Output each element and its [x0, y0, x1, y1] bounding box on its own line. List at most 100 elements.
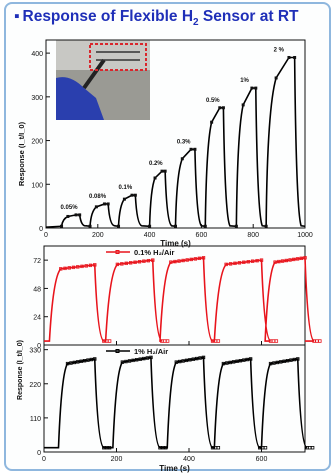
y-tick-label-panel-mid: 0 — [37, 343, 41, 350]
data-point-top — [60, 224, 64, 228]
data-point-panel-bot — [191, 357, 196, 361]
x-tick-label-top: 800 — [247, 232, 259, 239]
data-point-top — [254, 86, 258, 90]
pulse-label: 0.05% — [61, 205, 79, 211]
data-point-top — [174, 224, 177, 228]
data-point-panel-mid — [173, 259, 177, 264]
data-point-panel-bot — [248, 357, 253, 361]
data-point-panel-mid — [213, 339, 218, 343]
x-tick-label-panel-bot: 400 — [183, 456, 195, 463]
data-point-panel-bot — [138, 357, 142, 361]
data-point-top — [274, 76, 278, 80]
data-point-panel-bot — [238, 359, 243, 363]
data-point-panel-bot — [221, 361, 226, 366]
data-point-panel-mid — [284, 258, 289, 263]
x-tick-label-top: 600 — [196, 232, 208, 239]
data-point-panel-bot — [308, 446, 312, 450]
data-point-panel-bot — [245, 357, 249, 362]
data-point-top — [133, 193, 137, 197]
data-point-top — [117, 224, 121, 228]
pulse-label: 0.2% — [149, 161, 163, 167]
data-point-panel-mid — [189, 257, 193, 262]
data-point-panel-bot — [228, 360, 232, 365]
y-tick-label-top: 0 — [39, 226, 43, 233]
data-point-panel-mid — [280, 259, 285, 263]
data-point-panel-bot — [93, 357, 97, 361]
data-point-panel-mid — [124, 261, 128, 266]
y-axis-label-top: Response (I_t/I_0) — [17, 121, 26, 186]
data-point-panel-mid — [120, 262, 124, 266]
plot-frame-panel-bot — [43, 344, 306, 453]
data-point-panel-bot — [134, 358, 139, 362]
data-point-panel-mid — [259, 258, 264, 262]
data-point-top — [160, 169, 164, 173]
legend-marker-panel-bot — [115, 349, 120, 353]
x-tick-label-top: 200 — [92, 232, 104, 239]
data-point-panel-bot — [310, 446, 315, 450]
data-point-top — [163, 169, 167, 173]
y-tick-label-panel-bot: 220 — [29, 382, 41, 389]
data-point-panel-mid — [299, 256, 303, 261]
data-point-panel-mid — [250, 259, 255, 263]
data-point-panel-mid — [228, 262, 233, 266]
data-point-panel-mid — [80, 264, 84, 269]
data-point-panel-mid — [295, 257, 300, 261]
legend-label-panel-bot: 1% H₂/Air — [134, 347, 168, 356]
data-point-panel-bot — [178, 359, 182, 364]
data-point-panel-mid — [93, 263, 97, 267]
data-point-panel-mid — [288, 258, 292, 262]
y-tick-label-panel-bot: 330 — [29, 348, 41, 355]
legend-marker-panel-mid — [115, 250, 120, 254]
data-point-panel-mid — [67, 266, 71, 270]
data-point-top — [287, 55, 291, 59]
data-point-panel-bot — [65, 361, 70, 366]
data-point-panel-bot — [198, 356, 202, 360]
data-point-panel-bot — [260, 446, 265, 450]
data-point-panel-mid — [181, 258, 185, 263]
data-point-panel-bot — [263, 446, 268, 450]
data-point-panel-bot — [86, 358, 90, 362]
data-point-panel-bot — [76, 360, 80, 364]
data-point-panel-bot — [268, 361, 273, 366]
title-text-a: Response of Flexible H — [22, 8, 194, 25]
data-point-panel-mid — [237, 261, 242, 265]
data-point-panel-mid — [318, 339, 322, 343]
data-point-top — [122, 197, 126, 201]
data-point-top — [74, 213, 78, 217]
data-point-top — [88, 224, 92, 228]
data-point-panel-bot — [195, 356, 199, 361]
data-point-top — [234, 224, 238, 228]
data-point-panel-bot — [120, 360, 125, 364]
data-point-top — [78, 213, 82, 217]
title-text-b: Sensor at RT — [198, 8, 299, 25]
data-point-panel-mid — [88, 263, 93, 268]
data-point-panel-mid — [274, 339, 279, 343]
data-point-panel-mid — [233, 261, 237, 266]
data-point-panel-bot — [145, 356, 150, 360]
data-point-panel-bot — [225, 361, 229, 365]
y-tick-label-panel-mid: 24 — [33, 315, 41, 322]
y-tick-label-top: 300 — [31, 95, 43, 102]
title-subscript: 2 — [193, 17, 199, 29]
data-point-top — [66, 214, 70, 218]
inset-photo — [56, 40, 150, 120]
data-point-panel-mid — [63, 266, 67, 271]
data-point-panel-mid — [151, 258, 155, 262]
data-point-panel-mid — [246, 260, 250, 264]
data-point-top — [250, 86, 254, 90]
x-axis-label-panel-bot: Time (s) — [159, 464, 190, 473]
data-point-panel-mid — [292, 257, 296, 262]
data-point-panel-bot — [142, 356, 146, 361]
data-point-panel-mid — [142, 259, 146, 263]
data-point-panel-bot — [89, 357, 94, 362]
data-point-panel-mid — [201, 256, 206, 260]
data-point-panel-bot — [213, 446, 218, 450]
data-point-panel-mid — [255, 258, 259, 263]
data-point-top — [203, 224, 207, 228]
data-point-panel-mid — [216, 339, 221, 343]
y-tick-label-top: 400 — [31, 51, 43, 58]
x-tick-label-top: 1000 — [297, 232, 313, 239]
data-point-panel-bot — [272, 361, 276, 365]
data-point-top — [180, 157, 184, 161]
x-tick-label-top: 0 — [44, 232, 48, 239]
